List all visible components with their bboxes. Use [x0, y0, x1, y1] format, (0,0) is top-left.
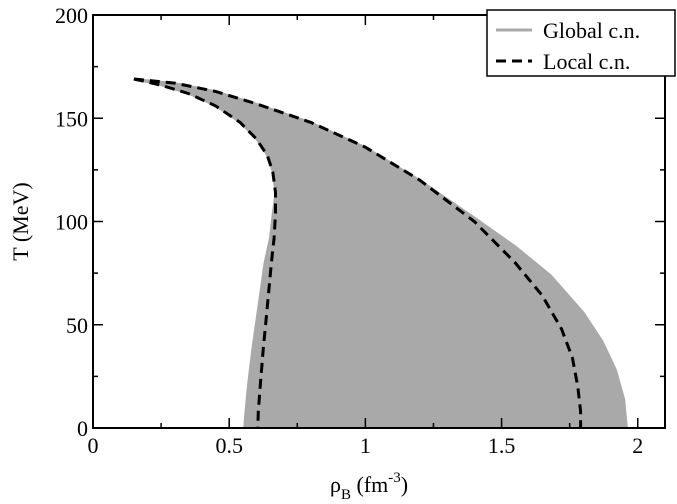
x-axis-label-base: ρ — [330, 472, 341, 497]
y-tick-label: 200 — [55, 3, 88, 28]
x-axis-label-unit: (fm — [351, 472, 388, 497]
x-axis-label-subscript: B — [341, 487, 351, 503]
y-tick-label: 50 — [66, 313, 88, 338]
x-axis-label-close: ) — [401, 472, 408, 497]
global-cn-region — [133, 78, 629, 429]
local-cn-left-branch — [133, 77, 277, 429]
legend-label-local: Local c.n. — [543, 49, 630, 74]
global-cn-region-layer — [133, 78, 629, 429]
x-axis-label-superscript: -3 — [388, 470, 401, 486]
legend-label-global: Global c.n. — [543, 18, 640, 43]
y-tick-label: 0 — [77, 416, 88, 441]
y-tick-label: 100 — [55, 210, 88, 235]
local-cn-line-layer — [133, 77, 583, 429]
legend: Global c.n. Local c.n. — [486, 9, 676, 77]
x-tick-label: 0 — [88, 433, 99, 458]
x-tick-label: 0.5 — [215, 433, 243, 458]
x-axis-label: ρB (fm-3) — [330, 470, 408, 503]
x-tick-label: 1 — [360, 433, 371, 458]
local-cn-right-branch — [133, 77, 583, 428]
legend-box — [486, 9, 676, 77]
tick-layer: 0 0.5 1 1.5 2 0 50 100 150 200 — [55, 3, 665, 458]
y-tick-label: 150 — [55, 106, 88, 131]
x-tick-label: 2 — [632, 433, 643, 458]
x-tick-label: 1.5 — [488, 433, 516, 458]
y-axis-label: T (MeV) — [8, 182, 33, 260]
